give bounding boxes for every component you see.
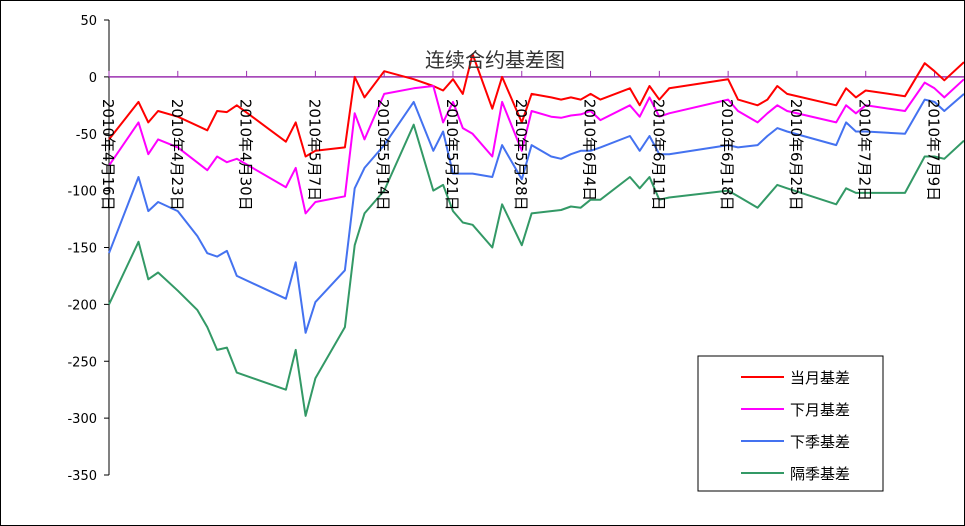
x-tick-label: 2010年7月9日: [925, 99, 943, 201]
chart-title: 连续合约基差图: [425, 48, 565, 72]
x-tick-label: 2010年4月30日: [237, 99, 255, 211]
series-line-2: [108, 78, 964, 215]
legend-label: 隔季基差: [790, 465, 850, 483]
series-line-3: [108, 93, 964, 334]
y-tick-label: -350: [67, 469, 97, 484]
x-tick-label: 2010年5月21日: [443, 99, 461, 211]
x-tick-label: 2010年5月7日: [305, 99, 323, 201]
y-tick-label: -250: [67, 355, 97, 370]
legend-box: [697, 355, 884, 492]
y-tick-label: 50: [80, 14, 97, 29]
x-tick-label: 2010年4月23日: [168, 99, 186, 211]
legend-label: 下季基差: [790, 433, 850, 451]
x-tick-label: 2010年6月11日: [649, 99, 667, 211]
x-tick-label: 2010年7月2日: [856, 99, 874, 201]
x-tick-label: 2010年4月16日: [99, 99, 117, 211]
x-tick-label: 2010年6月25日: [787, 99, 805, 211]
x-tick-labels: 2010年4月16日 2010年4月23日 2010年4月30日 2010年5月7日 2…: [99, 99, 943, 211]
x-tick-label: 2010年5月28日: [512, 99, 530, 211]
series-line-4: [108, 123, 964, 417]
y-tick-label: -50: [76, 128, 97, 143]
y-tick-label: -100: [67, 185, 97, 200]
legend-label: 下月基差: [790, 401, 850, 419]
y-tick-label: -200: [67, 298, 97, 313]
x-tick-label: 2010年6月18日: [718, 99, 736, 211]
y-tick-label: -150: [67, 242, 97, 257]
x-tick-label: 2010年6月4日: [581, 99, 599, 201]
legend-label: 当月基差: [790, 369, 850, 387]
y-tick-label: 0: [89, 71, 97, 86]
series-layer: [108, 53, 964, 417]
axes: 50 0 -50 -100 -150 -200 -250 -300 -350: [67, 14, 964, 484]
series-line-1: [108, 53, 964, 158]
y-tick-label: -300: [67, 412, 97, 427]
x-tick-label: 2010年5月14日: [374, 99, 392, 211]
